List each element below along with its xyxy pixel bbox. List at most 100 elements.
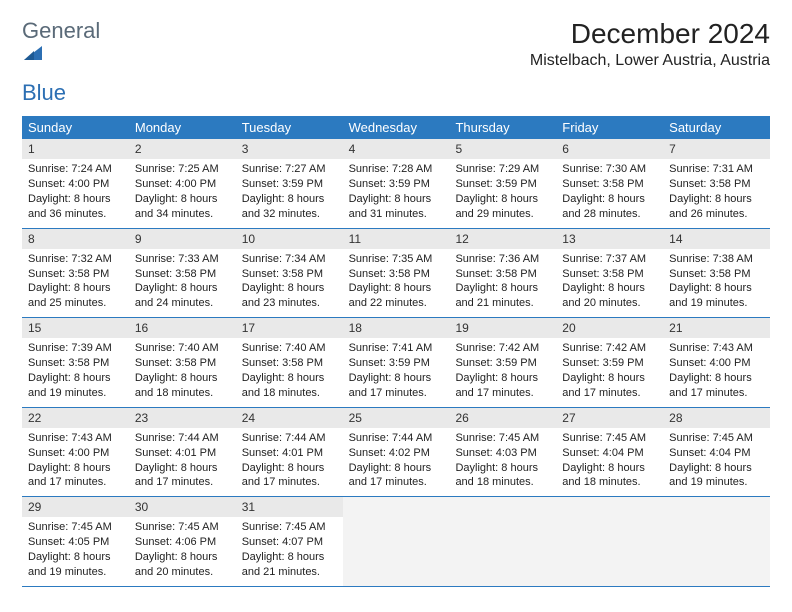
day-details: Sunrise: 7:38 AMSunset: 3:58 PMDaylight:… <box>663 249 770 317</box>
sunrise-text: Sunrise: 7:38 AM <box>669 252 764 267</box>
daylight-text: Daylight: 8 hours and 20 minutes. <box>562 281 657 311</box>
dow-sunday: Sunday <box>22 116 129 139</box>
day-details: Sunrise: 7:32 AMSunset: 3:58 PMDaylight:… <box>22 249 129 317</box>
sunrise-text: Sunrise: 7:44 AM <box>135 431 230 446</box>
daylight-text: Daylight: 8 hours and 18 minutes. <box>562 461 657 491</box>
day-number: 26 <box>449 408 556 428</box>
sunset-text: Sunset: 4:05 PM <box>28 535 123 550</box>
sunset-text: Sunset: 4:04 PM <box>669 446 764 461</box>
day-cell: 16Sunrise: 7:40 AMSunset: 3:58 PMDayligh… <box>129 318 236 407</box>
sunset-text: Sunset: 3:59 PM <box>455 356 550 371</box>
sunset-text: Sunset: 3:58 PM <box>455 267 550 282</box>
daylight-text: Daylight: 8 hours and 29 minutes. <box>455 192 550 222</box>
daylight-text: Daylight: 8 hours and 17 minutes. <box>28 461 123 491</box>
daylight-text: Daylight: 8 hours and 21 minutes. <box>455 281 550 311</box>
day-cell: 21Sunrise: 7:43 AMSunset: 4:00 PMDayligh… <box>663 318 770 407</box>
sunset-text: Sunset: 3:59 PM <box>455 177 550 192</box>
day-cell: 5Sunrise: 7:29 AMSunset: 3:59 PMDaylight… <box>449 139 556 228</box>
sunset-text: Sunset: 3:58 PM <box>242 356 337 371</box>
day-details: Sunrise: 7:28 AMSunset: 3:59 PMDaylight:… <box>343 159 450 227</box>
day-details: Sunrise: 7:33 AMSunset: 3:58 PMDaylight:… <box>129 249 236 317</box>
sunrise-text: Sunrise: 7:39 AM <box>28 341 123 356</box>
day-details: Sunrise: 7:44 AMSunset: 4:01 PMDaylight:… <box>129 428 236 496</box>
logo-word-1: General <box>22 18 100 43</box>
sunrise-text: Sunrise: 7:31 AM <box>669 162 764 177</box>
sunrise-text: Sunrise: 7:25 AM <box>135 162 230 177</box>
sunrise-text: Sunrise: 7:45 AM <box>562 431 657 446</box>
logo-text: General Blue <box>22 18 100 106</box>
dow-friday: Friday <box>556 116 663 139</box>
sunset-text: Sunset: 4:02 PM <box>349 446 444 461</box>
day-cell: 30Sunrise: 7:45 AMSunset: 4:06 PMDayligh… <box>129 497 236 586</box>
daylight-text: Daylight: 8 hours and 36 minutes. <box>28 192 123 222</box>
day-number: 14 <box>663 229 770 249</box>
day-number: 4 <box>343 139 450 159</box>
sunset-text: Sunset: 4:01 PM <box>135 446 230 461</box>
sunset-text: Sunset: 4:00 PM <box>28 177 123 192</box>
daylight-text: Daylight: 8 hours and 17 minutes. <box>135 461 230 491</box>
sunrise-text: Sunrise: 7:28 AM <box>349 162 444 177</box>
logo: General Blue <box>22 18 100 106</box>
day-details: Sunrise: 7:43 AMSunset: 4:00 PMDaylight:… <box>22 428 129 496</box>
day-details: Sunrise: 7:39 AMSunset: 3:58 PMDaylight:… <box>22 338 129 406</box>
day-number: 21 <box>663 318 770 338</box>
daylight-text: Daylight: 8 hours and 19 minutes. <box>669 281 764 311</box>
sunrise-text: Sunrise: 7:43 AM <box>28 431 123 446</box>
month-title: December 2024 <box>530 18 770 50</box>
day-number: 30 <box>129 497 236 517</box>
daylight-text: Daylight: 8 hours and 26 minutes. <box>669 192 764 222</box>
day-details: Sunrise: 7:43 AMSunset: 4:00 PMDaylight:… <box>663 338 770 406</box>
daylight-text: Daylight: 8 hours and 25 minutes. <box>28 281 123 311</box>
sunset-text: Sunset: 3:58 PM <box>562 177 657 192</box>
daylight-text: Daylight: 8 hours and 17 minutes. <box>349 461 444 491</box>
day-details: Sunrise: 7:42 AMSunset: 3:59 PMDaylight:… <box>449 338 556 406</box>
sunrise-text: Sunrise: 7:35 AM <box>349 252 444 267</box>
empty-cell <box>449 497 556 586</box>
sunset-text: Sunset: 3:58 PM <box>242 267 337 282</box>
sunrise-text: Sunrise: 7:27 AM <box>242 162 337 177</box>
daylight-text: Daylight: 8 hours and 17 minutes. <box>669 371 764 401</box>
sunrise-text: Sunrise: 7:45 AM <box>455 431 550 446</box>
day-cell: 27Sunrise: 7:45 AMSunset: 4:04 PMDayligh… <box>556 408 663 497</box>
day-number: 13 <box>556 229 663 249</box>
week-row: 8Sunrise: 7:32 AMSunset: 3:58 PMDaylight… <box>22 229 770 319</box>
calendar-grid: SundayMondayTuesdayWednesdayThursdayFrid… <box>22 116 770 587</box>
day-number: 12 <box>449 229 556 249</box>
dow-saturday: Saturday <box>663 116 770 139</box>
daylight-text: Daylight: 8 hours and 32 minutes. <box>242 192 337 222</box>
day-number: 10 <box>236 229 343 249</box>
week-row: 15Sunrise: 7:39 AMSunset: 3:58 PMDayligh… <box>22 318 770 408</box>
day-details: Sunrise: 7:45 AMSunset: 4:07 PMDaylight:… <box>236 517 343 585</box>
day-number: 19 <box>449 318 556 338</box>
day-details: Sunrise: 7:45 AMSunset: 4:04 PMDaylight:… <box>556 428 663 496</box>
sunrise-text: Sunrise: 7:45 AM <box>669 431 764 446</box>
day-cell: 20Sunrise: 7:42 AMSunset: 3:59 PMDayligh… <box>556 318 663 407</box>
sunrise-text: Sunrise: 7:40 AM <box>242 341 337 356</box>
day-cell: 3Sunrise: 7:27 AMSunset: 3:59 PMDaylight… <box>236 139 343 228</box>
sunrise-text: Sunrise: 7:34 AM <box>242 252 337 267</box>
day-details: Sunrise: 7:44 AMSunset: 4:02 PMDaylight:… <box>343 428 450 496</box>
sunrise-text: Sunrise: 7:29 AM <box>455 162 550 177</box>
sunset-text: Sunset: 3:58 PM <box>135 267 230 282</box>
day-cell: 24Sunrise: 7:44 AMSunset: 4:01 PMDayligh… <box>236 408 343 497</box>
sunset-text: Sunset: 3:59 PM <box>562 356 657 371</box>
day-cell: 18Sunrise: 7:41 AMSunset: 3:59 PMDayligh… <box>343 318 450 407</box>
day-number: 2 <box>129 139 236 159</box>
daylight-text: Daylight: 8 hours and 18 minutes. <box>455 461 550 491</box>
logo-sail-icon <box>22 44 100 62</box>
daylight-text: Daylight: 8 hours and 17 minutes. <box>562 371 657 401</box>
daylight-text: Daylight: 8 hours and 21 minutes. <box>242 550 337 580</box>
day-cell: 25Sunrise: 7:44 AMSunset: 4:02 PMDayligh… <box>343 408 450 497</box>
day-cell: 12Sunrise: 7:36 AMSunset: 3:58 PMDayligh… <box>449 229 556 318</box>
daylight-text: Daylight: 8 hours and 28 minutes. <box>562 192 657 222</box>
day-cell: 26Sunrise: 7:45 AMSunset: 4:03 PMDayligh… <box>449 408 556 497</box>
daylight-text: Daylight: 8 hours and 18 minutes. <box>242 371 337 401</box>
sunset-text: Sunset: 3:59 PM <box>349 177 444 192</box>
day-number: 16 <box>129 318 236 338</box>
daylight-text: Daylight: 8 hours and 18 minutes. <box>135 371 230 401</box>
sunset-text: Sunset: 3:58 PM <box>28 356 123 371</box>
sunrise-text: Sunrise: 7:45 AM <box>242 520 337 535</box>
daylight-text: Daylight: 8 hours and 17 minutes. <box>349 371 444 401</box>
day-details: Sunrise: 7:29 AMSunset: 3:59 PMDaylight:… <box>449 159 556 227</box>
daylight-text: Daylight: 8 hours and 19 minutes. <box>669 461 764 491</box>
